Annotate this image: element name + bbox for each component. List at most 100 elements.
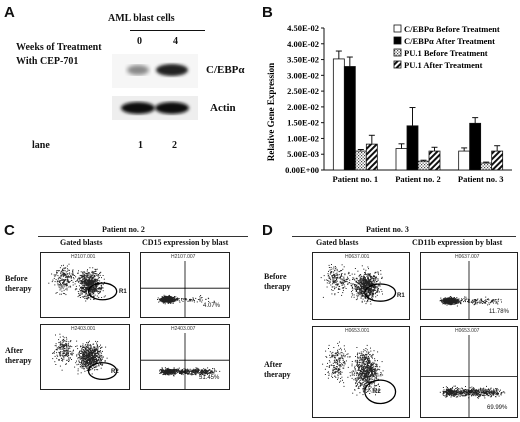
d-row-after-2: therapy <box>264 370 291 379</box>
gate-ellipse <box>87 362 118 381</box>
d-gated-after-plot: H0653.001 R2 <box>312 326 410 418</box>
y-tick-label: 4.50E-02 <box>287 23 319 33</box>
d-gate-r2: R2 <box>373 389 381 395</box>
gate-ellipse <box>364 379 397 405</box>
c-row-after-2: therapy <box>5 356 32 365</box>
cebpa-band-lane1 <box>127 65 149 75</box>
y-tick-label: 3.00E-02 <box>287 70 319 80</box>
d-row-before-1: Before <box>264 272 287 281</box>
bar <box>469 122 482 171</box>
bar <box>428 150 441 171</box>
legend-entry: C/EBPα Before Treatment <box>404 24 500 34</box>
panel-b-label: B <box>262 4 273 21</box>
c-cd15-before-plot: H2107.007 4.07% <box>140 252 230 318</box>
legend-swatch <box>393 36 402 45</box>
c-pct-after: 51.45% <box>199 375 220 381</box>
c-gate-r1: R1 <box>119 289 127 295</box>
y-tick-label: 4.00E-02 <box>287 39 319 49</box>
legend-swatch <box>393 48 402 57</box>
d-col-gated: Gated blasts <box>316 238 359 247</box>
bar-chart: Relative Gene Expression 0.00E+00 5.00E-0… <box>266 23 512 184</box>
c-file-2: H2107.007 <box>171 254 196 260</box>
c-gate-r2: R2 <box>111 369 119 375</box>
d-gated-before-plot: H0637.001 R1 <box>312 252 410 320</box>
legend-entry: PU.1 After Treatment <box>404 60 483 70</box>
density-dots <box>141 261 229 317</box>
d-row-after-1: After <box>264 360 283 369</box>
actin-band-lane1 <box>121 102 155 114</box>
y-tick-label: 3.50E-02 <box>287 55 319 65</box>
lane-label: lane <box>32 140 50 151</box>
c-cd15-after-plot: H2403.007 51.45% <box>140 324 230 390</box>
c-pct-before: 4.07% <box>203 303 221 309</box>
y-tick-label: 1.50E-02 <box>287 118 319 128</box>
c-row-before-2: therapy <box>5 284 32 293</box>
legend-entry: C/EBPα After Treatment <box>404 36 495 46</box>
y-axis-title: Relative Gene Expression <box>266 63 276 161</box>
d-file-1: H0637.001 <box>345 254 370 260</box>
y-tick-label: 2.50E-02 <box>287 86 319 96</box>
y-tick-label: 5.00E-03 <box>287 149 319 159</box>
cebpa-band-lane2 <box>156 64 188 76</box>
bar <box>491 150 504 171</box>
d-file-2: H0637.007 <box>455 254 480 260</box>
d-gate-r1: R1 <box>397 293 405 299</box>
c-file-1: H2107.001 <box>71 254 96 260</box>
d-cd11b-after-plot: H0653.007 69.99% <box>420 326 518 418</box>
x-category-label: Patient no. 1 <box>333 174 379 184</box>
c-col-cd15: CD15 expression by blast <box>142 238 229 247</box>
panel-a-label: A <box>4 4 15 21</box>
y-tick-label: 1.00E-02 <box>287 133 319 143</box>
density-dots <box>421 335 517 417</box>
band-label-cebpa: C/EBPα <box>206 64 245 76</box>
patient-2-divider <box>38 236 248 237</box>
c-row-after-1: After <box>5 346 24 355</box>
d-cd11b-before-plot: H0637.007 11.78% <box>420 252 518 320</box>
d-pct-before: 11.78% <box>489 309 509 315</box>
c-gated-before-plot: H2107.001 R1 <box>40 252 130 318</box>
d-file-3: H0653.001 <box>345 328 370 334</box>
legend-swatch <box>393 24 402 33</box>
c-file-4: H2403.007 <box>171 326 196 332</box>
week-4-label: 4 <box>173 36 178 47</box>
density-dots <box>322 341 397 405</box>
bar <box>480 162 493 171</box>
x-category-label: Patient no. 3 <box>458 174 504 184</box>
row-label-weeks: Weeks of Treatment <box>16 42 102 53</box>
actin-band-lane2 <box>155 102 189 114</box>
d-col-cd11b: CD11b expression by blast <box>412 238 503 247</box>
gate-ellipse <box>364 283 397 302</box>
bar <box>332 58 345 171</box>
bar <box>343 66 356 171</box>
week-0-label: 0 <box>137 36 142 47</box>
bar <box>417 160 430 171</box>
bar <box>458 150 471 171</box>
d-pct-after: 69.99% <box>487 405 508 411</box>
density-dots <box>320 264 397 305</box>
density-dots <box>421 261 517 319</box>
bar <box>365 143 378 171</box>
y-tick-label: 2.00E-02 <box>287 102 319 112</box>
panel-d-label: D <box>262 222 273 239</box>
band-label-actin: Actin <box>210 102 236 114</box>
lane-1-label: 1 <box>138 140 143 151</box>
y-tick-label: 0.00E+00 <box>285 165 319 175</box>
d-file-4: H0653.007 <box>455 328 480 334</box>
western-blot <box>112 54 198 120</box>
patient-3-title: Patient no. 3 <box>366 225 409 234</box>
density-dots <box>141 333 229 389</box>
x-category-label: Patient no. 2 <box>395 174 441 184</box>
density-dots <box>52 333 118 381</box>
c-row-before-1: Before <box>5 274 28 283</box>
row-label-drug: With CEP-701 <box>16 56 79 67</box>
legend-entry: PU.1 Before Treatment <box>404 48 488 58</box>
patient-2-title: Patient no. 2 <box>102 225 145 234</box>
gate-ellipse <box>87 282 118 301</box>
lane-2-label: 2 <box>172 140 177 151</box>
legend-swatch <box>393 60 402 69</box>
density-dots <box>48 263 118 302</box>
bar <box>354 150 367 171</box>
d-row-before-2: therapy <box>264 282 291 291</box>
panel-c-label: C <box>4 222 15 239</box>
panel-a-header: AML blast cells <box>108 13 175 24</box>
